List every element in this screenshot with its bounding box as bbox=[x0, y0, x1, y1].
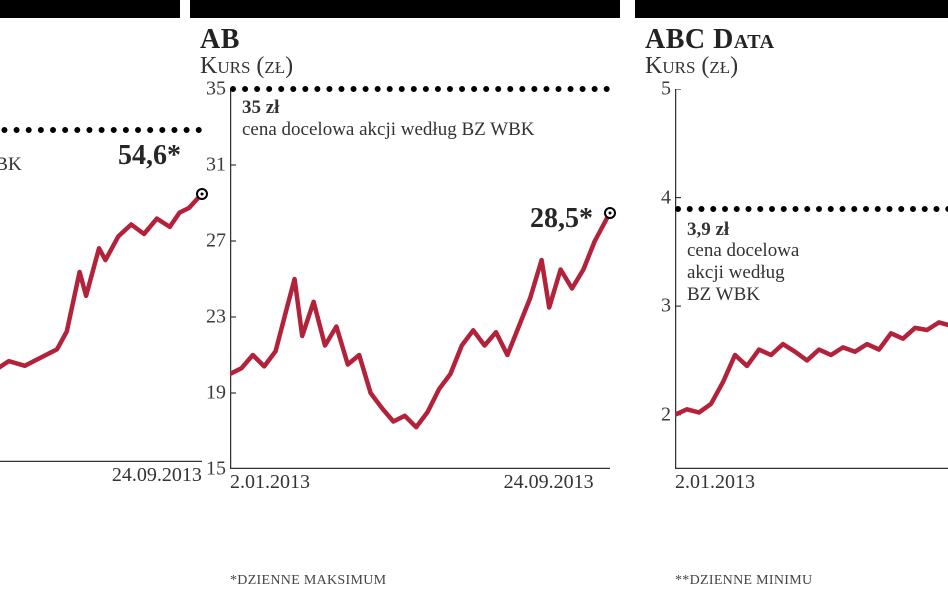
target-price-line bbox=[0, 127, 202, 133]
price-series bbox=[0, 194, 202, 373]
y-tick-label: 2 bbox=[661, 403, 675, 426]
panel-head bbox=[0, 4, 180, 76]
plot-area: według BZ WBK54,6*24.09.2013 bbox=[0, 82, 202, 462]
panel-subtitle: Kurs (zł) bbox=[645, 54, 945, 79]
y-tick-label: 4 bbox=[661, 186, 675, 209]
chart-panel-p3: ABC DataKurs (zł)23453,9 złcena docelowa… bbox=[635, 0, 948, 593]
price-series bbox=[230, 213, 610, 428]
x-axis-label: 24.09.2013 bbox=[504, 469, 594, 494]
target-price-line bbox=[675, 206, 948, 212]
target-price-text: według BZ WBK bbox=[0, 154, 22, 176]
end-marker bbox=[604, 207, 616, 219]
line-chart bbox=[230, 89, 610, 469]
y-tick-label: 5 bbox=[661, 78, 675, 101]
y-tick-label: 15 bbox=[206, 458, 230, 481]
panel-head: ABKurs (zł) bbox=[190, 4, 620, 83]
line-chart bbox=[0, 82, 202, 462]
y-tick-label: 31 bbox=[206, 154, 230, 177]
target-price-text: 3,9 złcena docelowaakcji wedługBZ WBK bbox=[687, 219, 799, 306]
plot-area: 15192327313535 złcena docelowa akcji wed… bbox=[230, 89, 610, 469]
chart-panel-p2: ABKurs (zł)15192327313535 złcena docelow… bbox=[190, 0, 620, 593]
target-price-text: 35 złcena docelowa akcji według BZ WBK bbox=[242, 97, 534, 141]
panel-head: ABC DataKurs (zł) bbox=[635, 4, 948, 83]
x-axis-label: 2.01.2013 bbox=[675, 469, 755, 494]
y-tick-label: 3 bbox=[661, 295, 675, 318]
end-value-label: 28,5* bbox=[530, 203, 593, 235]
y-tick-label: 27 bbox=[206, 230, 230, 253]
y-tick-label: 35 bbox=[206, 78, 230, 101]
y-tick-label: 23 bbox=[206, 306, 230, 329]
y-tick-label: 19 bbox=[206, 382, 230, 405]
panel-subtitle: Kurs (zł) bbox=[200, 54, 610, 79]
panel-title: ABC Data bbox=[645, 26, 945, 54]
panel-title: AB bbox=[200, 26, 610, 54]
target-price-line bbox=[230, 86, 610, 92]
chart-panel-p1: według BZ WBK54,6*24.09.2013MAKSIMUM bbox=[0, 0, 180, 593]
plot-area: 23453,9 złcena docelowaakcji wedługBZ WB… bbox=[675, 89, 948, 469]
price-series bbox=[675, 317, 948, 415]
x-axis-label: 24.09.2013 bbox=[112, 462, 202, 487]
x-axis-label: 2.01.2013 bbox=[230, 469, 310, 494]
footnote: **DZIENNE MINIMU bbox=[675, 573, 812, 589]
footnote: *DZIENNE MAKSIMUM bbox=[230, 573, 386, 589]
end-value-label: 54,6* bbox=[118, 140, 181, 172]
